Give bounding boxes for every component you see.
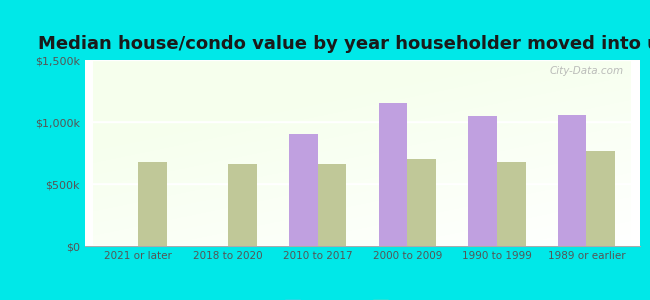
- Text: City-Data.com: City-Data.com: [549, 66, 623, 76]
- Bar: [289, 134, 318, 246]
- Bar: [468, 116, 497, 246]
- Bar: [497, 162, 525, 246]
- Legend: Haleiwa, Hawaii: Haleiwa, Hawaii: [280, 295, 445, 300]
- Bar: [586, 151, 615, 246]
- Bar: [378, 103, 407, 246]
- Bar: [558, 115, 586, 246]
- Bar: [407, 159, 436, 246]
- Bar: [228, 164, 257, 246]
- Bar: [318, 164, 346, 246]
- Bar: [138, 162, 167, 246]
- Title: Median house/condo value by year householder moved into unit: Median house/condo value by year househo…: [38, 35, 650, 53]
